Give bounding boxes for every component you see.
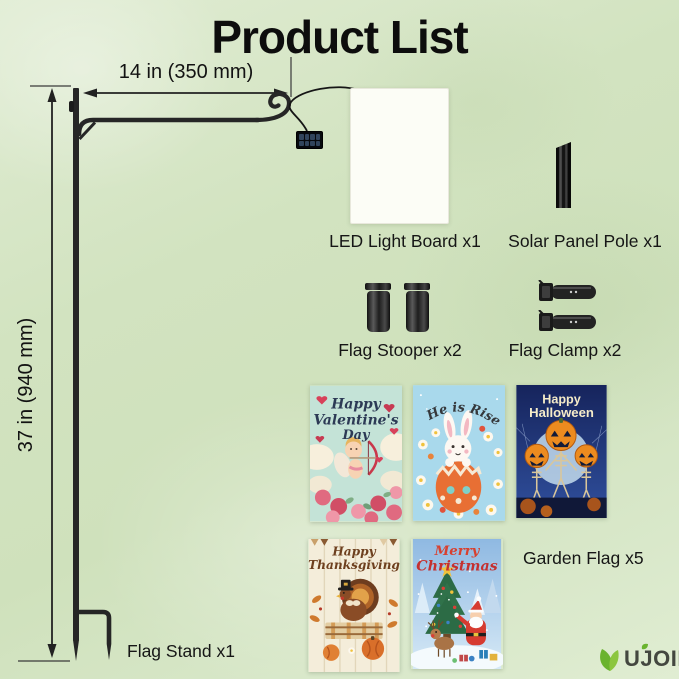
flag-title-line: Halloween [529,405,594,420]
halloween-flag: Happy Halloween [516,385,607,518]
autumn-leaves [309,595,398,628]
flag-title-line: Day [342,428,371,443]
flag-title-line: Christmas [416,558,497,574]
rose-cluster [314,486,402,522]
width-dimension-label: 14 in (350 mm) [118,61,254,83]
flag-clamp-icon [538,310,596,331]
flag-title-line: Merry [434,544,481,559]
easter-flag: He is Risen [413,385,505,521]
flag-stooper-icon [365,283,391,332]
flag-clamp-label: Flag Clamp x2 [508,340,622,360]
flag-title-line: Valentine's [313,412,398,428]
page-title: Product List [211,11,468,63]
led-light-board-label: LED Light Board x1 [329,231,481,251]
spider-webs [516,423,607,452]
flag-stooper-icon [404,283,430,332]
garden-flag-label: Garden Flag x5 [523,548,644,568]
ujoin-leaf-icon [600,649,619,671]
solar-panel-pole-label: Solar Panel Pole x1 [508,231,662,251]
brand-name: UJOIN [624,646,679,671]
foot-step [76,609,112,644]
snowflakes [417,551,498,632]
bunting [310,539,398,546]
pumpkins [322,636,385,661]
christmas-flag: Merry Christmas [411,539,503,669]
valentines-day-flag: Happy Valentine's Day [310,385,402,522]
brand-logo: UJOIN [596,643,679,673]
flag-title-line: Thanksgiving [308,558,400,572]
width-dimension-arrow [83,88,288,98]
christmas-tree [425,561,469,642]
solar-panel-pole-icon [556,142,571,208]
turkey [336,578,379,622]
dimension-extension-lines [18,57,292,662]
thanksgiving-flag: Happy Thanksgiving [308,539,400,672]
hanger-hook [253,91,292,123]
led-light-board-icon [350,88,449,224]
daisies [415,425,504,519]
height-dimension-label: 37 in (940 mm) [15,317,37,453]
flag-title-line: Happy [330,396,381,412]
solar-panel-icon [296,131,323,149]
ujoin-j-leaf-icon [641,643,648,650]
flag-title-line: Happy [331,545,376,559]
santa [454,596,486,646]
height-dimension-arrow [47,88,57,658]
flag-title-line: Happy [542,392,581,406]
reindeer [427,619,455,658]
plaid-blanket [325,622,383,639]
pumpkin-skeletons [524,418,598,504]
flag-clamp-icon [538,280,596,301]
flag-stand-label: Flag Stand x1 [127,641,235,661]
flag-stand-graphic [69,88,292,661]
flag-stooper-label: Flag Stooper x2 [338,340,462,360]
gifts [452,650,498,663]
solar-wire [288,86,359,132]
